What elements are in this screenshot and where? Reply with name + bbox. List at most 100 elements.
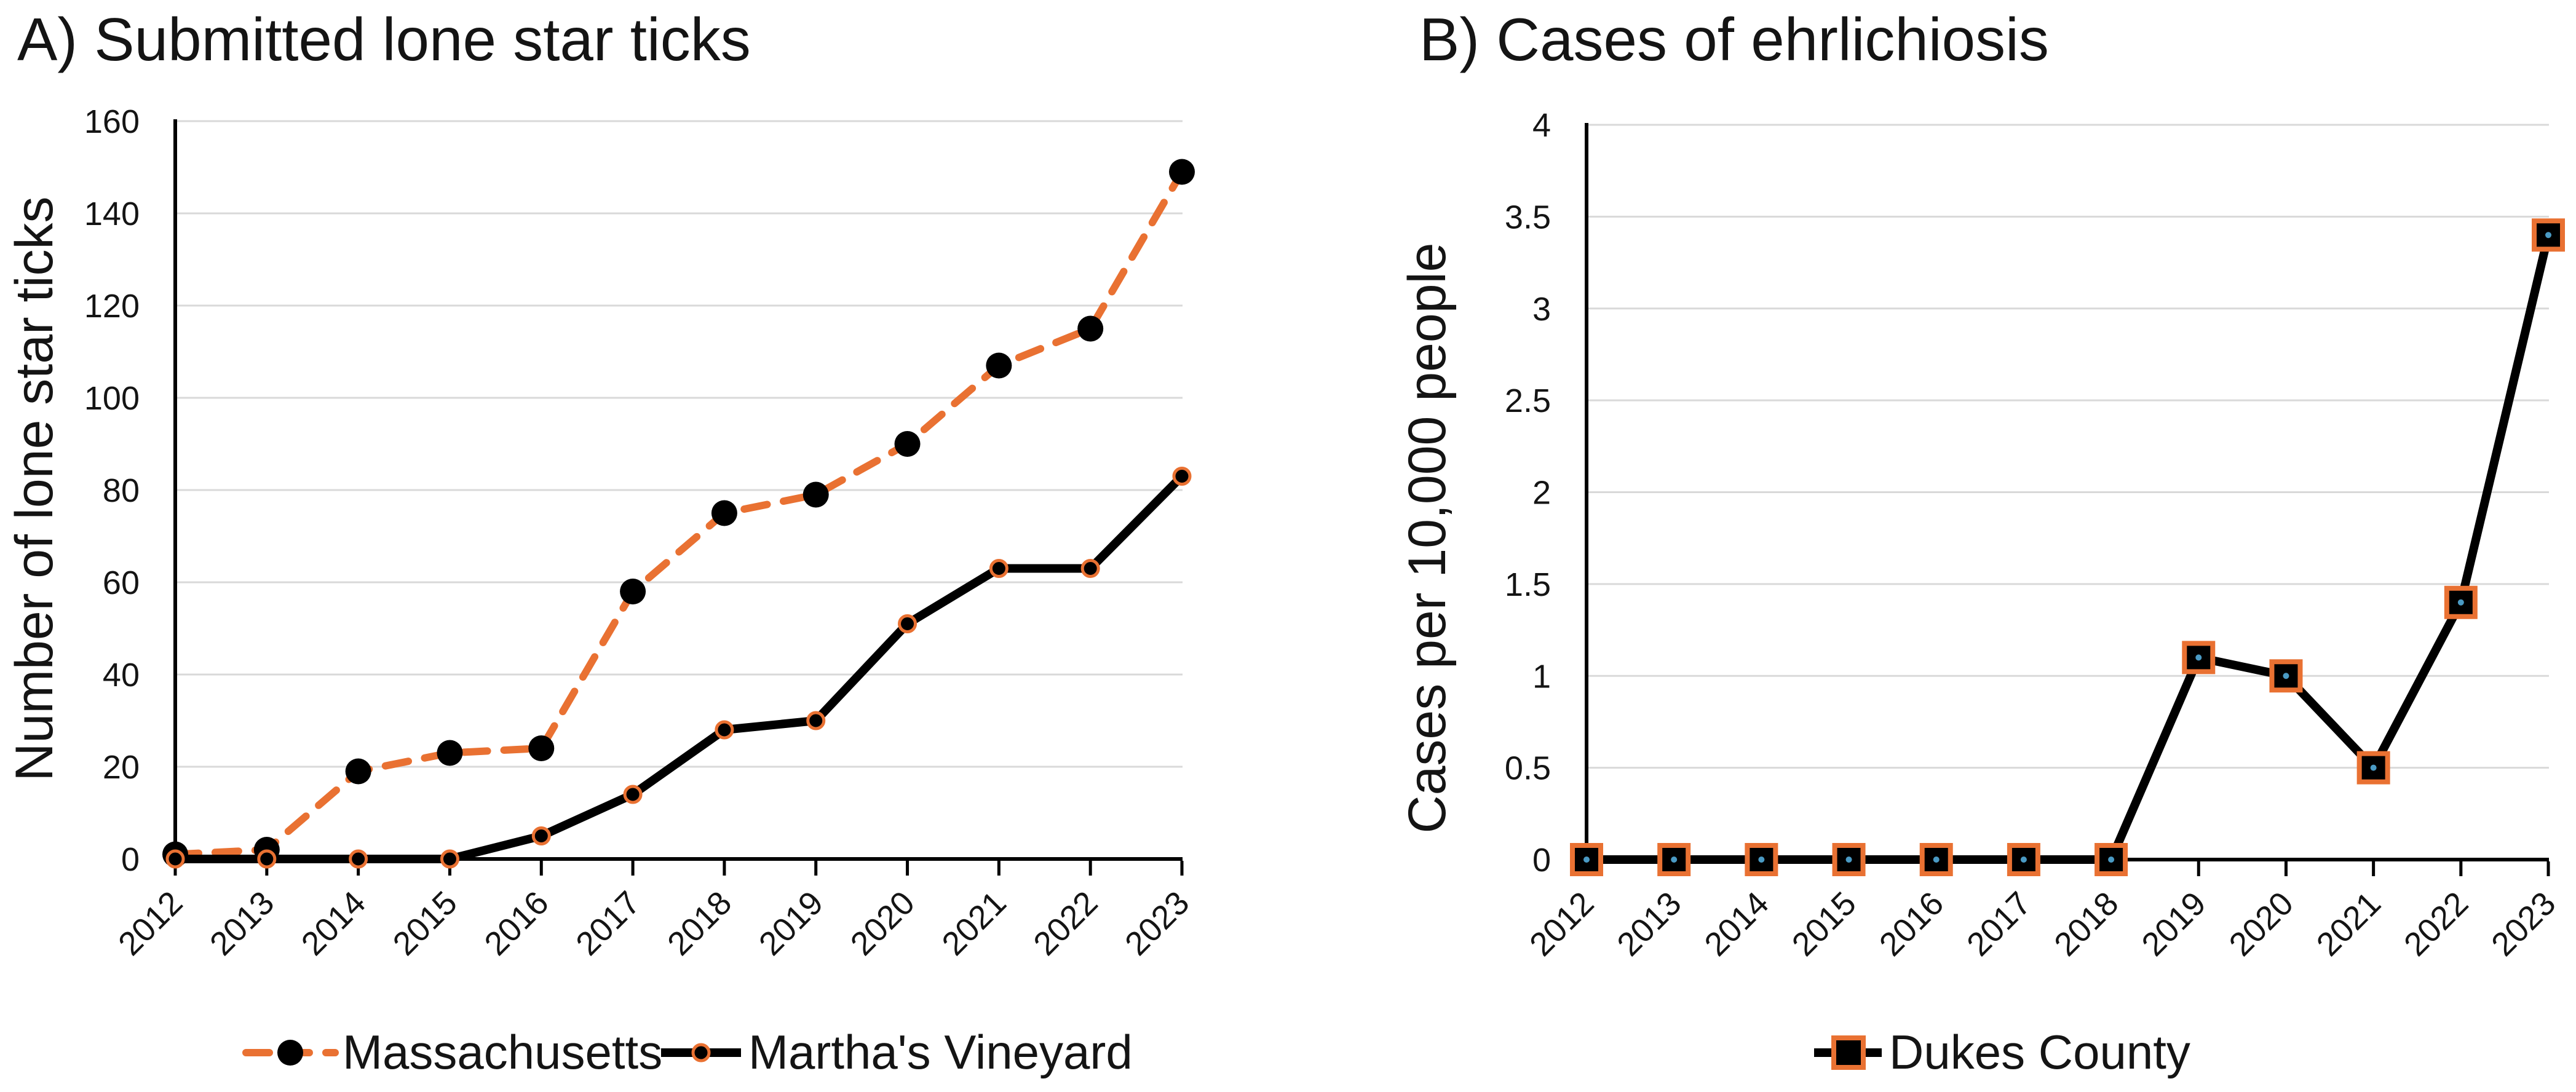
x-tick-label: 2016 [1873,885,1951,963]
x-tick-label: 2022 [1026,884,1104,962]
legend-item-massachusetts: Massachusetts [242,1025,662,1079]
massachusetts-data-point [894,431,921,457]
y-tick-label: 2.5 [1505,382,1551,419]
dukes-county-marker-center-dot [2020,857,2027,863]
x-tick-label: 2022 [2397,885,2475,963]
marthas-vineyard-data-point [1172,467,1192,486]
y-tick-label: 0 [121,841,140,878]
x-tick-label: 2014 [295,884,373,962]
dukes-county-marker-center-dot [1671,857,1678,863]
dukes-county-data-point [2094,843,2128,876]
massachusetts-data-point [345,758,371,785]
dukes-county-legend-marker [1831,1035,1866,1070]
y-tick-label: 2 [1532,475,1551,512]
dukes-county-marker-center-dot [2195,654,2202,661]
dukes-county-marker-center-dot [1933,857,1940,863]
x-tick-label: 2020 [2222,885,2301,963]
chart-b-y-tick-labels: 0 0.5 1 1.5 2 2.5 3 3.5 4 [1505,107,1551,879]
y-tick-label: 3 [1532,291,1551,328]
legend-item-dukes-county: Dukes County [1814,1025,2190,1079]
y-tick-label: 40 [103,657,140,694]
x-tick-label: 2015 [386,884,464,962]
marthas-vineyard-data-point [1080,559,1100,578]
dukes-county-marker-center-dot [2457,599,2464,606]
y-tick-label: 0 [1532,842,1551,879]
y-tick-label: 1 [1532,658,1551,695]
x-tick-label: 2016 [477,884,555,962]
chart-a-series [162,159,1195,869]
marthas-vineyard-data-point [531,826,551,845]
x-tick-label: 2019 [2134,885,2213,963]
chart-b-x-ticks: 2012 2013 2014 2015 2016 2017 2018 2019 2020 2021… [1523,861,2562,963]
dukes-county-marker-center-dot [2545,232,2551,239]
chart-a-legend: Massachusetts Martha's Vineyard [242,1025,1133,1079]
x-tick-label: 2017 [1960,885,2038,963]
chart-b-legend: Dukes County [1814,1025,2190,1079]
marthas-vineyard-data-point [165,849,185,869]
martha-s-vineyard-line [175,473,1185,863]
massachusetts-data-point [1077,315,1104,342]
massachusetts-data-point [1169,159,1195,185]
marthas-vineyard-legend-marker [691,1043,711,1062]
dukes-county-marker-center-dot [1758,857,1765,863]
x-tick-label: 2014 [1697,885,1775,963]
dukes-county-marker-center-dot [2370,764,2377,771]
y-tick-label: 20 [103,749,140,786]
legend-item-marthas-vineyard: Martha's Vineyard [661,1025,1133,1079]
y-tick-label: 3.5 [1505,199,1551,235]
chart-a-x-ticks: 2012 2013 2014 2015 2016 2017 2018 2019 2020 2021… [111,861,1196,962]
chart-a: A) Submitted lone star ticks Number of l… [5,6,1196,1079]
dukes-county-data-point [1657,843,1691,876]
y-tick-label: 160 [84,103,140,140]
y-tick-label: 0.5 [1505,750,1551,787]
dukes-county-marker-center-dot [2283,673,2289,679]
x-tick-label: 2013 [203,884,281,962]
x-tick-label: 2017 [569,884,647,962]
y-tick-label: 80 [103,472,140,509]
x-tick-label: 2023 [2484,885,2562,963]
massachusetts-data-point [528,735,555,761]
dukes-county-line [1587,234,2553,864]
chart-b: B) Cases of ehrlichiosis Cases per 10,00… [1398,6,2565,1079]
marthas-vineyard-data-point [257,849,277,869]
chart-b-gridlines [1587,124,2549,769]
massachusetts-legend-marker [277,1040,303,1066]
massachusetts-data-point [803,481,829,508]
chart-a-gridlines [175,120,1183,768]
y-tick-label: 4 [1532,107,1551,144]
x-tick-label: 2012 [111,884,189,962]
chart-a-title: A) Submitted lone star ticks [17,6,751,73]
chart-b-title: B) Cases of ehrlichiosis [1419,6,2049,73]
x-tick-label: 2023 [1118,884,1196,962]
y-tick-label: 120 [84,288,140,325]
marthas-vineyard-data-point [440,849,459,869]
chart-a-y-tick-labels: 0 20 40 60 80 100 120 140 160 [84,103,140,878]
x-tick-label: 2013 [1610,885,1688,963]
x-tick-label: 2012 [1523,885,1601,963]
marthas-vineyard-data-point [349,849,368,869]
marthas-vineyard-legend-label: Martha's Vineyard [748,1025,1133,1079]
marthas-vineyard-data-point [989,559,1009,578]
y-tick-label: 60 [103,564,140,601]
massachusetts-data-point [437,740,463,766]
x-tick-label: 2021 [2310,885,2388,963]
x-tick-label: 2018 [2047,885,2125,963]
marthas-vineyard-data-point [806,711,826,730]
marthas-vineyard-data-point [623,785,643,804]
x-tick-label: 2015 [1785,885,1863,963]
y-tick-label: 1.5 [1505,566,1551,603]
x-tick-label: 2018 [660,884,739,962]
chart-b-y-axis-title: Cases per 10,000 people [1398,242,1457,833]
x-tick-label: 2019 [752,884,830,962]
massachusetts-legend-label: Massachusetts [343,1025,662,1079]
dukes-county-marker-center-dot [1845,857,1852,863]
x-tick-label: 2021 [935,884,1013,962]
dukes-county-marker-center-dot [2108,857,2115,863]
massachusetts-data-point [620,579,646,604]
y-tick-label: 100 [84,380,140,417]
dukes-county-marker-center-dot [1583,857,1590,863]
y-tick-label: 140 [84,196,140,232]
chart-b-series [1570,218,2565,876]
